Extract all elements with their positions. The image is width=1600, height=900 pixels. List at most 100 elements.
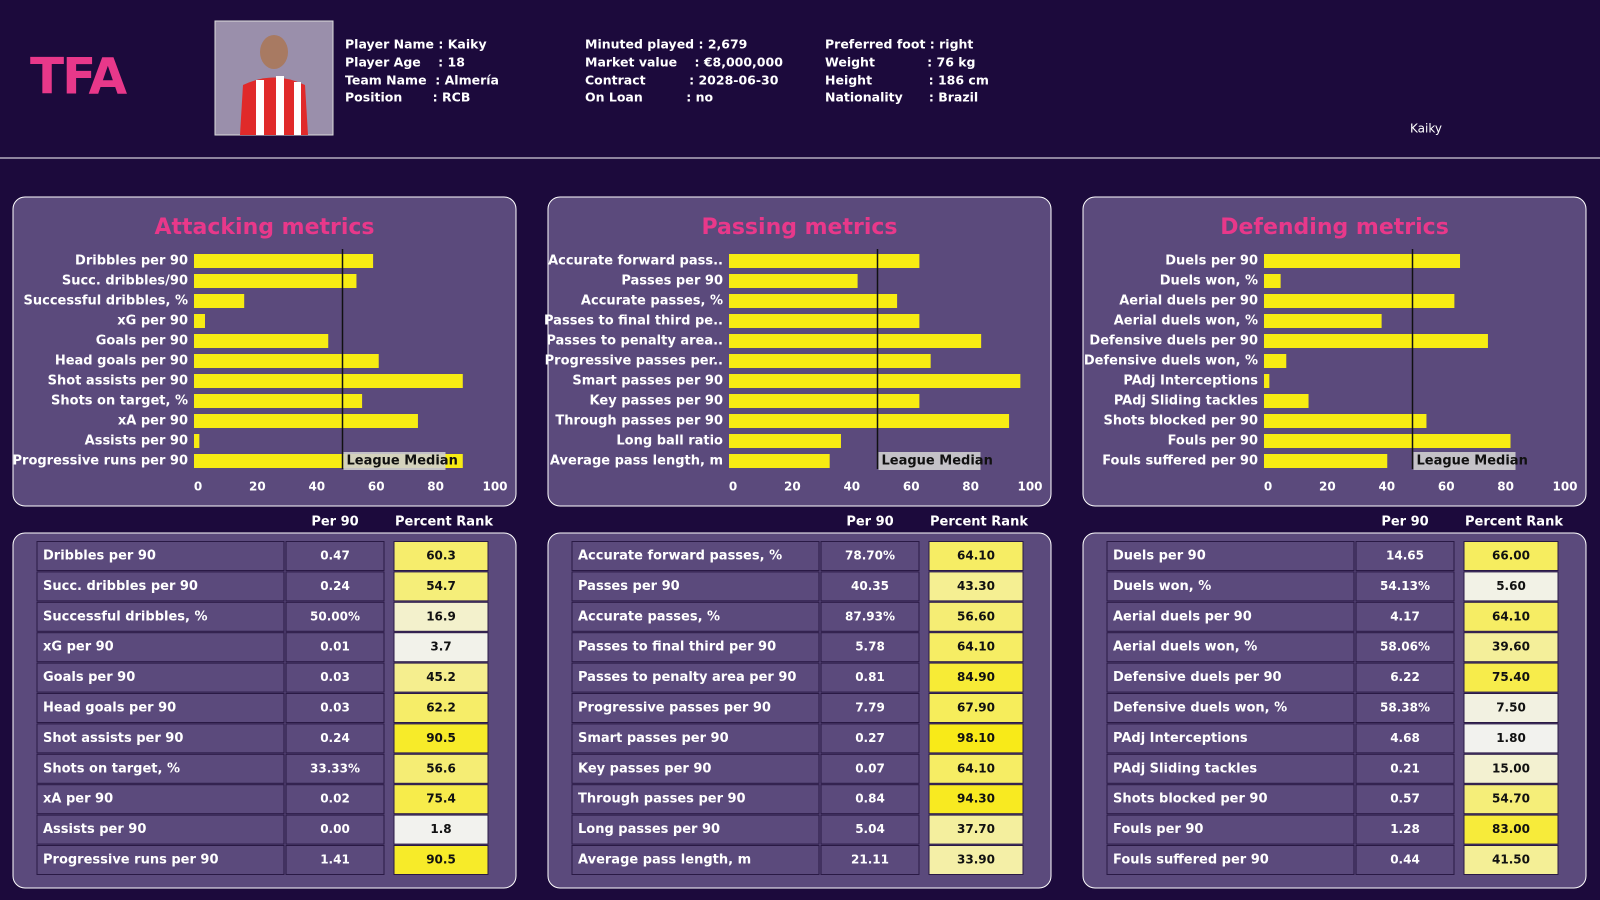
value-cell — [820, 814, 920, 845]
percent-rank-value: 64.10 — [1492, 609, 1530, 623]
percent-rank-value: 3.7 — [430, 640, 451, 654]
value-cell — [820, 601, 920, 632]
rank-cell — [1463, 723, 1559, 754]
bar — [1264, 294, 1455, 308]
player-info: Contract : 2028-06-30 — [585, 73, 779, 88]
rank-cell — [1463, 845, 1559, 875]
per-90-value: 5.78 — [855, 640, 885, 654]
metric-name: xA per 90 — [43, 792, 113, 807]
rank-cell — [928, 662, 1024, 693]
name-cell — [36, 632, 285, 663]
bar — [729, 294, 898, 308]
bar-label: xG per 90 — [117, 314, 188, 329]
rank-cell — [928, 601, 1024, 632]
bar — [1264, 454, 1388, 468]
player-info: Position : RCB — [345, 90, 470, 105]
bar — [1264, 314, 1382, 328]
rank-cell — [1463, 601, 1559, 632]
name-cell — [36, 845, 285, 875]
value-cell — [285, 662, 385, 693]
metric-name: Shots on target, % — [43, 761, 180, 776]
metric-name: Key passes per 90 — [578, 761, 711, 776]
percent-rank-value: 98.10 — [957, 731, 995, 745]
name-cell — [571, 632, 820, 663]
percent-rank-value: 84.90 — [957, 670, 995, 684]
name-cell — [36, 541, 285, 571]
bar — [729, 414, 1010, 428]
percent-rank-value: 64.10 — [957, 761, 995, 775]
value-cell — [820, 632, 920, 663]
rank-cell — [928, 814, 1024, 845]
bar — [1264, 394, 1309, 408]
per-90-value: 0.07 — [855, 761, 885, 775]
x-tick-label: 0 — [1264, 480, 1272, 494]
bar-label: Defensive duels per 90 — [1089, 334, 1258, 349]
value-cell — [820, 662, 920, 693]
percent-rank-value: 37.70 — [957, 822, 995, 836]
x-tick-label: 60 — [368, 480, 385, 494]
name-cell — [1106, 814, 1355, 845]
per-90-value: 5.04 — [855, 822, 885, 836]
name-cell — [36, 784, 285, 815]
bar-label: Long ball ratio — [616, 434, 723, 449]
per-90-value: 78.70% — [845, 549, 895, 563]
per-90-value: 6.22 — [1390, 670, 1420, 684]
percent-rank-value: 41.50 — [1492, 853, 1530, 867]
rank-cell — [393, 693, 489, 723]
percent-rank-value: 1.8 — [430, 822, 451, 836]
metric-name: Fouls per 90 — [1113, 822, 1203, 837]
rank-cell — [928, 784, 1024, 815]
per-90-value: 58.38% — [1380, 701, 1430, 715]
metric-name: Accurate passes, % — [578, 609, 720, 624]
bar-label: Accurate forward pass.. — [548, 254, 723, 269]
metric-name: Goals per 90 — [43, 670, 135, 685]
bar — [194, 334, 329, 348]
player-info: Minuted played : 2,679 — [585, 37, 747, 52]
metric-name: Shots blocked per 90 — [1113, 792, 1268, 807]
percent-rank-value: 83.00 — [1492, 822, 1530, 836]
name-cell — [571, 693, 820, 723]
name-cell — [571, 784, 820, 815]
value-cell — [285, 601, 385, 632]
logo: TFA — [30, 48, 128, 106]
player-info: Player Age : 18 — [345, 55, 465, 70]
rank-cell — [1463, 632, 1559, 663]
rank-cell — [928, 571, 1024, 602]
bar — [194, 314, 205, 328]
name-cell — [1106, 541, 1355, 571]
per-90-value: 87.93% — [845, 609, 895, 623]
column-header: Per 90 — [311, 515, 358, 530]
x-tick-label: 60 — [903, 480, 920, 494]
name-cell — [36, 723, 285, 754]
per-90-value: 4.68 — [1390, 731, 1420, 745]
x-tick-label: 80 — [427, 480, 444, 494]
value-cell — [820, 723, 920, 754]
bar-label: PAdj Sliding tackles — [1114, 394, 1258, 409]
bar-label: Defensive duels won, % — [1084, 354, 1258, 369]
rank-cell — [393, 723, 489, 754]
percent-rank-value: 7.50 — [1496, 701, 1526, 715]
value-cell — [820, 693, 920, 723]
metric-name: Passes per 90 — [578, 579, 680, 594]
per-90-value: 0.27 — [855, 731, 885, 745]
per-90-value: 14.65 — [1386, 549, 1424, 563]
rank-cell — [393, 632, 489, 663]
x-tick-label: 60 — [1438, 480, 1455, 494]
rank-cell — [393, 814, 489, 845]
bar-label: Dribbles per 90 — [75, 254, 188, 269]
name-cell — [1106, 753, 1355, 784]
name-cell — [1106, 571, 1355, 602]
percent-rank-value: 56.60 — [957, 609, 995, 623]
name-cell — [571, 662, 820, 693]
per-90-value: 50.00% — [310, 609, 360, 623]
value-cell — [285, 541, 385, 571]
value-cell — [285, 845, 385, 875]
bar — [729, 314, 920, 328]
name-cell — [36, 601, 285, 632]
metric-name: Successful dribbles, % — [43, 609, 208, 624]
value-cell — [1355, 571, 1455, 602]
percent-rank-value: 45.2 — [426, 670, 456, 684]
name-cell — [36, 693, 285, 723]
percent-rank-value: 16.9 — [426, 609, 456, 623]
bar — [1264, 374, 1270, 388]
